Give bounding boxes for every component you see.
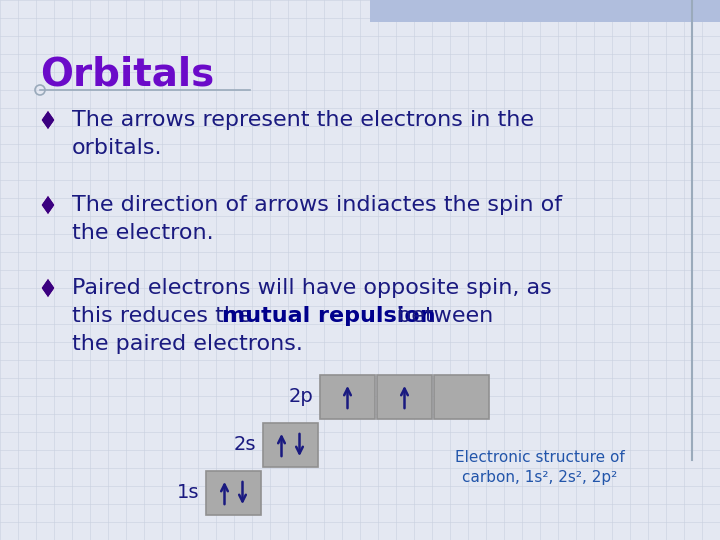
Text: Orbitals: Orbitals (40, 55, 215, 93)
Text: Electronic structure of: Electronic structure of (455, 450, 625, 465)
Text: orbitals.: orbitals. (72, 138, 163, 158)
Text: 1s: 1s (176, 483, 199, 503)
Text: Paired electrons will have opposite spin, as: Paired electrons will have opposite spin… (72, 278, 552, 298)
Bar (370, 0, 720, 22)
Bar (377, 375, 432, 419)
Bar (320, 375, 375, 419)
Bar (434, 375, 489, 419)
Text: the paired electrons.: the paired electrons. (72, 334, 303, 354)
Bar (206, 471, 261, 515)
Text: carbon, 1s², 2s², 2p²: carbon, 1s², 2s², 2p² (462, 470, 618, 485)
Text: 2s: 2s (233, 435, 256, 455)
Text: this reduces the: this reduces the (72, 306, 258, 326)
Text: The arrows represent the electrons in the: The arrows represent the electrons in th… (72, 110, 534, 130)
Polygon shape (41, 110, 55, 130)
Bar (263, 423, 318, 467)
Text: The direction of arrows indiactes the spin of: The direction of arrows indiactes the sp… (72, 195, 562, 215)
Text: the electron.: the electron. (72, 223, 214, 243)
Text: 2p: 2p (288, 388, 313, 407)
Text: mutual repulsion: mutual repulsion (222, 306, 436, 326)
Text: between: between (390, 306, 493, 326)
Polygon shape (41, 278, 55, 298)
Polygon shape (41, 195, 55, 215)
